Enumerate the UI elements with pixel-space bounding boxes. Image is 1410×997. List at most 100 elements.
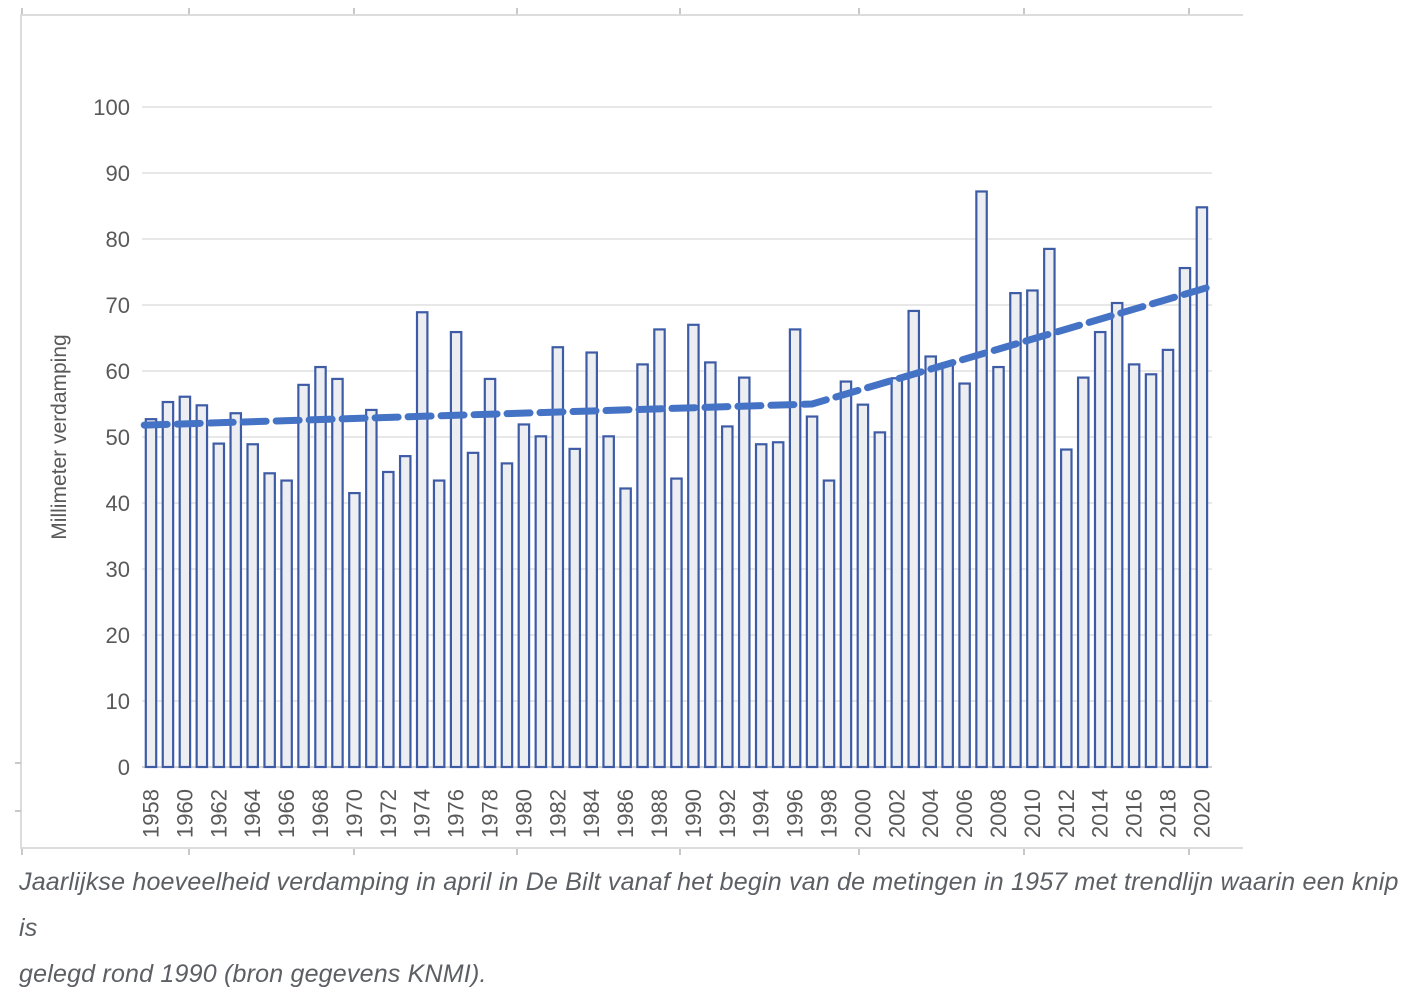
x-tick-label-1960: 1960 — [172, 789, 197, 838]
bar-2006 — [958, 382, 971, 769]
bar-1973 — [398, 455, 412, 769]
sheet-column-tick-top — [858, 8, 860, 14]
y-tick-label-30: 30 — [106, 557, 130, 582]
sheet-column-tick-bottom — [21, 849, 23, 855]
bar-1990 — [687, 323, 700, 769]
y-axis-title: Millimeter verdamping — [48, 334, 71, 539]
x-tick-label-2016: 2016 — [1122, 789, 1147, 838]
bar-2003 — [907, 309, 921, 769]
bar-1991 — [704, 361, 717, 769]
x-tick-label-2020: 2020 — [1189, 789, 1214, 838]
bar-1963 — [229, 412, 243, 769]
bar-2007 — [975, 190, 988, 769]
x-tick-label-1990: 1990 — [681, 789, 706, 838]
sheet-bottom-rule — [21, 847, 1243, 849]
x-tick-label-1998: 1998 — [817, 789, 842, 838]
bar-2014 — [1093, 330, 1107, 769]
x-tick-label-1986: 1986 — [613, 789, 638, 838]
bar-1969 — [331, 377, 344, 769]
bar-2002 — [890, 377, 904, 769]
bar-2012 — [1059, 448, 1073, 769]
bar-1996 — [788, 328, 802, 769]
x-tick-label-2014: 2014 — [1088, 789, 1113, 838]
y-tick-label-20: 20 — [106, 623, 130, 648]
figure-caption-line-2: gelegd rond 1990 (bron gegevens KNMI). — [19, 960, 487, 988]
bar-1984 — [585, 351, 598, 769]
y-tick-label-0: 0 — [118, 755, 130, 780]
bar-2000 — [856, 403, 870, 769]
y-tick-label-60: 60 — [106, 359, 130, 384]
bar-1971 — [365, 408, 378, 769]
bar-2016 — [1127, 363, 1141, 769]
bar-1977 — [466, 451, 480, 769]
bar-2017 — [1144, 373, 1158, 769]
bar-1976 — [449, 330, 463, 769]
bar-2011 — [1043, 247, 1056, 769]
figure-caption-line-1: Jaarlijkse hoeveelheid verdamping in apr… — [19, 868, 1399, 942]
sheet-column-tick-top — [679, 8, 681, 14]
sheet-column-tick-top — [1188, 8, 1190, 14]
bar-2010 — [1026, 289, 1039, 769]
sheet-column-tick-top — [21, 8, 23, 14]
x-tick-label-2004: 2004 — [918, 789, 943, 838]
bar-1961 — [195, 404, 209, 769]
x-tick-label-1974: 1974 — [410, 789, 435, 838]
bar-1974 — [415, 311, 429, 769]
bar-1988 — [653, 328, 666, 769]
x-tick-label-1976: 1976 — [444, 789, 469, 838]
bar-1985 — [602, 435, 615, 769]
x-tick-label-1978: 1978 — [478, 789, 503, 838]
sheet-left-rule — [20, 14, 22, 849]
x-tick-label-2006: 2006 — [952, 789, 977, 838]
bar-1970 — [348, 492, 361, 769]
x-tick-label-1996: 1996 — [783, 789, 808, 838]
bar-1959 — [161, 400, 175, 769]
bar-1982 — [551, 346, 565, 769]
x-tick-label-1972: 1972 — [376, 789, 401, 838]
bar-2013 — [1076, 376, 1090, 769]
x-tick-label-1968: 1968 — [308, 789, 333, 838]
bar-1978 — [483, 377, 497, 769]
bar-1964 — [246, 443, 259, 769]
x-tick-label-2012: 2012 — [1054, 789, 1079, 838]
bar-1980 — [517, 423, 531, 769]
bar-1997 — [805, 415, 819, 769]
bar-1995 — [771, 441, 785, 769]
bar-1968 — [314, 365, 327, 769]
sheet-column-tick-bottom — [1188, 849, 1190, 855]
evaporation-bar-chart: 0 10 20 30 40 50 60 70 80 90 100 Millimeter verdamp… — [48, 95, 1214, 838]
x-tick-label-1982: 1982 — [545, 789, 570, 838]
bar-1989 — [670, 477, 683, 769]
trendline — [140, 283, 1213, 429]
x-tick-label-1958: 1958 — [139, 789, 164, 838]
bar-1999 — [839, 380, 853, 769]
bar-2018 — [1161, 348, 1175, 769]
bar-1972 — [382, 470, 395, 769]
y-tick-label-100: 100 — [93, 95, 130, 120]
x-tick-label-1984: 1984 — [579, 789, 604, 838]
y-tick-label-90: 90 — [106, 161, 130, 186]
bar-1965 — [263, 472, 276, 769]
x-tick-label-2018: 2018 — [1156, 789, 1181, 838]
bar-1986 — [619, 487, 632, 769]
sheet-row-tick — [15, 810, 21, 812]
bar-2020 — [1195, 206, 1209, 769]
x-tick-label-1970: 1970 — [342, 789, 367, 838]
bar-2004 — [924, 355, 937, 769]
y-tick-label-80: 80 — [106, 227, 130, 252]
bar-1987 — [636, 363, 649, 769]
x-tick-label-1962: 1962 — [206, 789, 231, 838]
bar-1960 — [178, 395, 192, 769]
sheet-column-tick-bottom — [353, 849, 355, 855]
y-tick-label-10: 10 — [106, 689, 130, 714]
x-tick-label-2010: 2010 — [1020, 789, 1045, 838]
sheet-top-rule — [21, 14, 1243, 16]
sheet-column-tick-top — [1023, 8, 1025, 14]
bar-1967 — [297, 383, 310, 769]
x-tick-label-2000: 2000 — [850, 789, 875, 838]
bar-1983 — [568, 447, 582, 769]
bar-1993 — [737, 376, 751, 769]
x-tick-label-1992: 1992 — [715, 789, 740, 838]
bar-1981 — [534, 435, 548, 769]
sheet-column-tick-bottom — [188, 849, 190, 855]
